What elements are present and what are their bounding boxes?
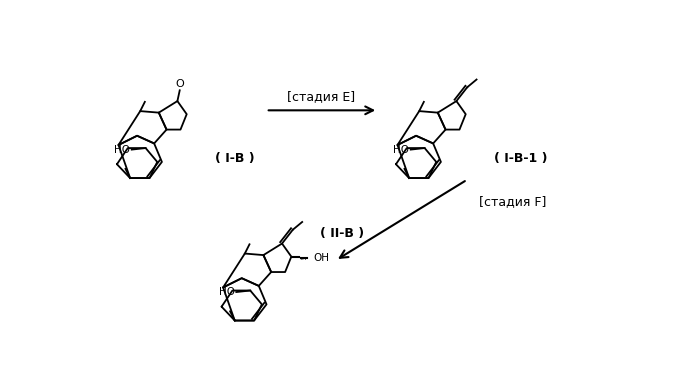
Text: ...: ... [299, 253, 307, 262]
Text: [стадия E]: [стадия E] [288, 90, 356, 102]
Text: ( I-B ): ( I-B ) [216, 152, 255, 165]
Text: OH: OH [313, 253, 329, 263]
Text: ( II-B ): ( II-B ) [320, 227, 364, 240]
Text: HO: HO [218, 287, 235, 297]
Text: O: O [176, 79, 184, 89]
Text: ( I-B-1 ): ( I-B-1 ) [494, 152, 548, 165]
Text: [стадия F]: [стадия F] [479, 195, 546, 208]
Text: HO: HO [393, 145, 409, 154]
Text: HO: HO [114, 145, 130, 154]
